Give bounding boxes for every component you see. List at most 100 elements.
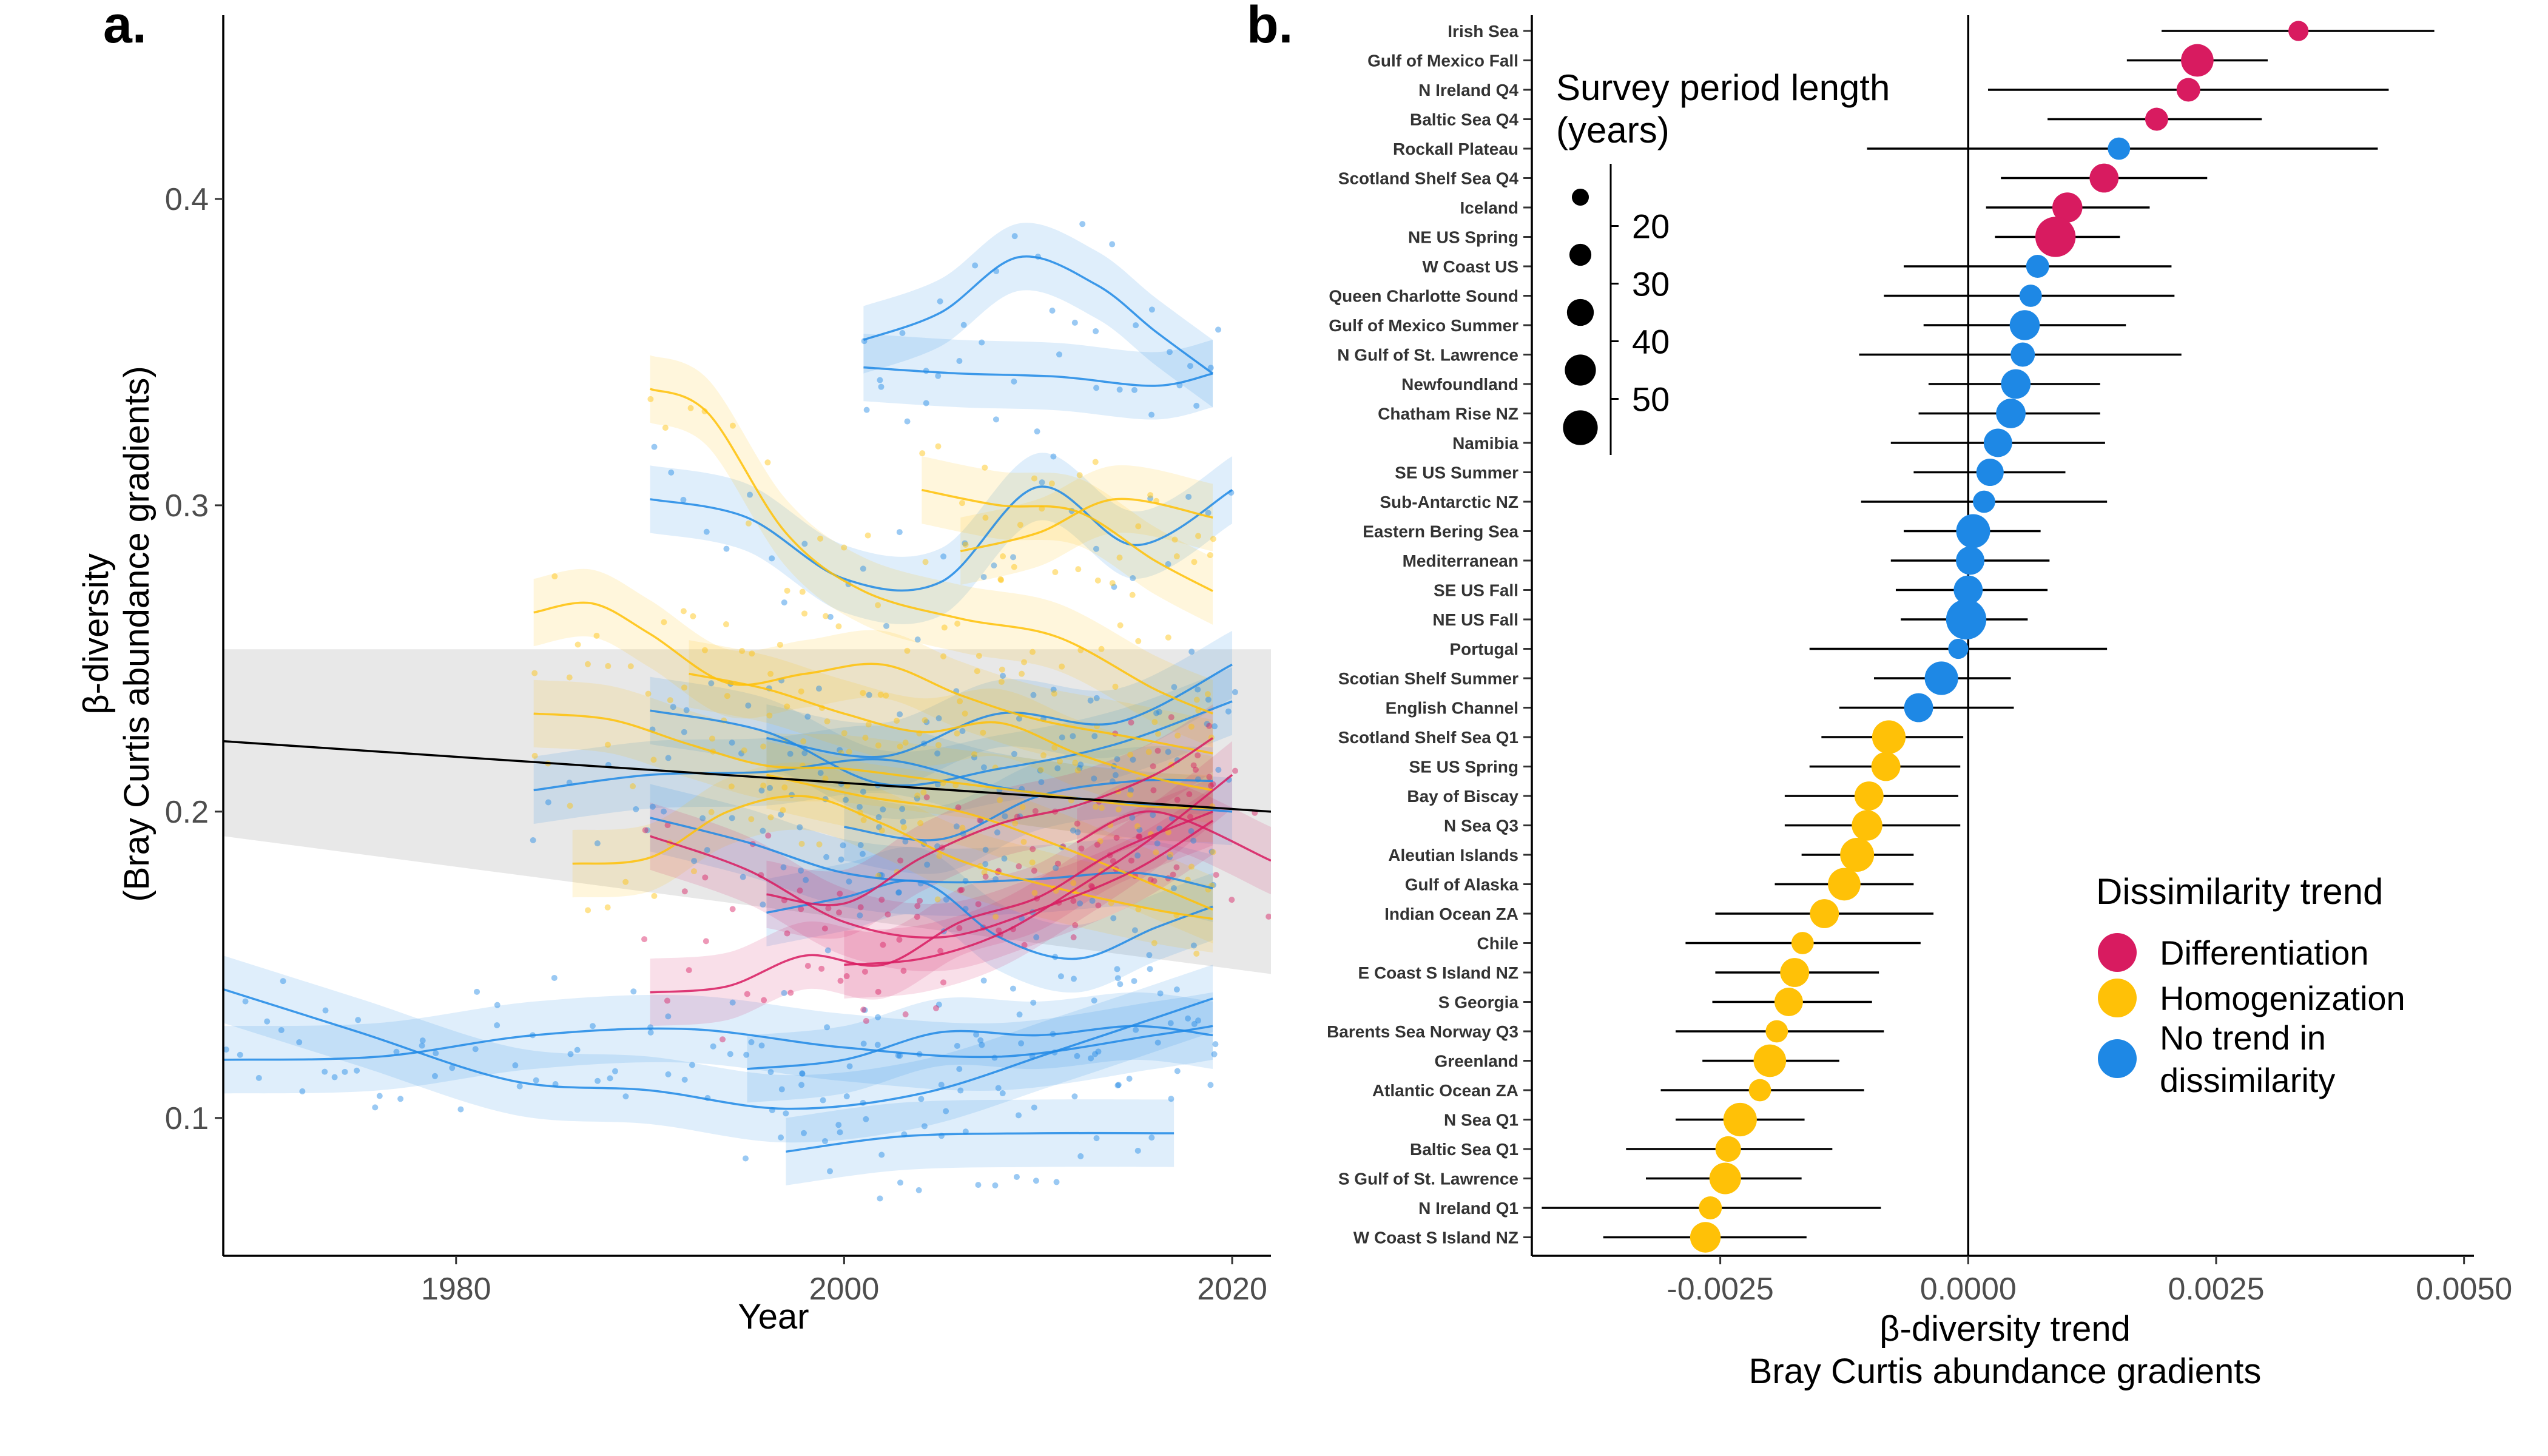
observation-point: [924, 861, 931, 868]
observation-point: [728, 783, 735, 790]
observation-point: [1147, 495, 1154, 502]
observation-point: [709, 735, 715, 742]
observation-point: [999, 666, 1005, 673]
observation-point: [1088, 883, 1094, 889]
observation-point: [979, 339, 985, 346]
observation-point: [878, 872, 885, 878]
observation-point: [703, 528, 710, 535]
observation-point: [1095, 1048, 1102, 1055]
observation-point: [997, 576, 1004, 582]
observation-point: [1070, 827, 1076, 834]
observation-point: [223, 1046, 229, 1053]
observation-point: [1111, 584, 1117, 590]
series-ribbon: [960, 465, 1213, 585]
observation-point: [1091, 1051, 1098, 1057]
observation-point: [1127, 787, 1134, 794]
observation-point: [1190, 837, 1197, 844]
observation-point: [516, 1083, 523, 1090]
observation-point: [567, 1051, 574, 1057]
observation-point: [1130, 757, 1136, 763]
observation-point: [1185, 493, 1192, 500]
observation-point: [874, 1042, 881, 1048]
trend-point: [1709, 1162, 1741, 1195]
observation-point: [935, 1001, 942, 1008]
observation-point: [662, 425, 669, 431]
trend-point: [2052, 192, 2083, 223]
category-label: Gulf of Alaska: [1405, 875, 1519, 894]
observation-point: [822, 775, 829, 782]
observation-point: [670, 704, 676, 710]
observation-point: [798, 688, 804, 695]
observation-point: [433, 1050, 439, 1057]
observation-point: [1195, 752, 1201, 759]
observation-point: [1165, 634, 1171, 641]
observation-point: [843, 973, 850, 980]
size-legend-title-line1: Survey period length: [1556, 67, 1890, 108]
observation-point: [862, 735, 869, 741]
observation-point: [701, 647, 708, 653]
observation-point: [1187, 814, 1193, 820]
observation-point: [896, 529, 903, 536]
trend-point: [1810, 899, 1839, 928]
observation-point: [1232, 689, 1238, 695]
panel-b-x-axis-label-line2: Bray Curtis abundance gradients: [1749, 1352, 2262, 1391]
observation-point: [883, 692, 889, 699]
observation-point: [760, 782, 767, 789]
legend-label-differentiation: Differentiation: [2160, 934, 2369, 972]
panel-a-x-axis-label: Year: [738, 1297, 809, 1336]
trend-point: [2108, 137, 2131, 160]
observation-point: [996, 927, 1002, 934]
observation-point: [1131, 927, 1138, 934]
observation-point: [1074, 1053, 1080, 1059]
observation-point: [894, 717, 900, 724]
x-tick-label: 2000: [809, 1272, 880, 1307]
observation-point: [758, 787, 765, 794]
observation-point: [798, 867, 804, 874]
observation-point: [914, 914, 920, 920]
category-label: E Coast S Island NZ: [1358, 963, 1519, 982]
observation-point: [767, 1068, 774, 1075]
observation-point: [897, 1053, 903, 1059]
category-label: Sub-Antarctic NZ: [1380, 493, 1518, 511]
observation-point: [1091, 997, 1097, 1004]
observation-point: [1195, 686, 1201, 693]
series-line: [650, 820, 1213, 939]
observation-point: [1148, 1134, 1155, 1141]
observation-point: [1165, 561, 1171, 567]
observation-point: [1000, 672, 1006, 679]
observation-point: [902, 1011, 909, 1017]
series-ribbon: [650, 355, 1213, 747]
observation-point: [973, 1031, 980, 1038]
observation-point: [857, 904, 864, 911]
observation-point: [665, 1071, 672, 1077]
observation-point: [1072, 922, 1079, 929]
observation-point: [865, 721, 872, 728]
trend-point: [1852, 810, 1882, 841]
trend-point: [2026, 255, 2049, 278]
observation-point: [1153, 710, 1160, 716]
observation-point: [723, 545, 730, 552]
observation-point: [1191, 1020, 1198, 1027]
series-line: [766, 663, 1233, 758]
observation-point: [781, 599, 787, 606]
observation-point: [691, 858, 698, 864]
panel-b-plot-area: [1542, 15, 2435, 1256]
observation-point: [1054, 860, 1061, 867]
category-label: Iceland: [1460, 198, 1518, 217]
observation-point: [1031, 889, 1038, 896]
legend-swatch-differentiation: [2098, 933, 2137, 972]
observation-point: [680, 608, 687, 615]
observation-point: [1078, 845, 1085, 852]
observation-point: [681, 888, 688, 895]
size-legend-title-line2: (years): [1556, 110, 1670, 150]
observation-point: [875, 742, 881, 749]
observation-point: [574, 1046, 581, 1053]
observation-point: [729, 422, 736, 429]
observation-point: [937, 948, 944, 954]
observation-point: [841, 544, 848, 551]
observation-point: [747, 491, 753, 498]
observation-point: [644, 827, 651, 834]
observation-point: [843, 1093, 850, 1100]
size-legend-label: 50: [1632, 380, 1670, 419]
category-label: Eastern Bering Sea: [1363, 522, 1518, 541]
